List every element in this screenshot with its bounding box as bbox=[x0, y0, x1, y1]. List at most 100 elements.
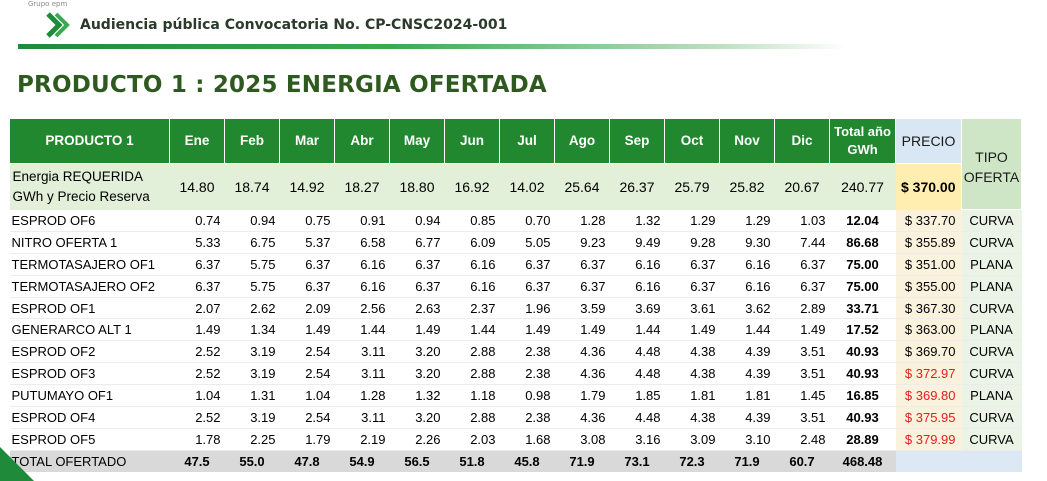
month-value-cell: 1.04 bbox=[279, 384, 335, 408]
month-value-cell: 9.49 bbox=[609, 231, 665, 254]
month-value-cell: 1.44 bbox=[609, 318, 665, 342]
month-value-cell: 1.49 bbox=[389, 318, 445, 342]
header-divider bbox=[18, 44, 848, 49]
month-value-cell: 0.98 bbox=[499, 384, 555, 408]
month-value-cell: 2.38 bbox=[499, 406, 555, 429]
month-value-cell: 1.49 bbox=[774, 318, 830, 342]
month-value-cell: 4.36 bbox=[554, 340, 610, 364]
requerida-cell: 14.02 bbox=[499, 163, 555, 210]
month-value-cell: 2.88 bbox=[444, 406, 500, 429]
total-row-cell: 56.5 bbox=[389, 449, 445, 472]
month-value-cell: 3.11 bbox=[334, 362, 390, 386]
month-value-cell: 3.20 bbox=[389, 340, 445, 364]
month-value-cell: 4.48 bbox=[609, 406, 665, 429]
month-value-cell: 3.19 bbox=[224, 340, 280, 364]
month-value-cell: 5.75 bbox=[224, 275, 280, 298]
requerida-cell: 16.92 bbox=[444, 163, 500, 210]
column-header-month: Jun bbox=[444, 118, 500, 164]
month-value-cell: 1.81 bbox=[719, 384, 775, 408]
month-value-cell: 2.38 bbox=[499, 362, 555, 386]
total-row-total: 468.48 bbox=[829, 449, 896, 472]
month-value-cell: 5.05 bbox=[499, 231, 555, 254]
table-row: PUTUMAYO OF1 1.04 1.31 1.04 1.28 1.32 1.18 0.98… bbox=[9, 384, 1022, 408]
month-value-cell: 1.68 bbox=[499, 428, 555, 451]
column-header-month: Feb bbox=[224, 118, 280, 164]
row-precio: $ 369.70 bbox=[895, 340, 962, 364]
month-value-cell: 4.39 bbox=[719, 362, 775, 386]
month-value-cell: 1.49 bbox=[664, 318, 720, 342]
month-value-cell: 3.19 bbox=[224, 362, 280, 386]
requerida-cell: 20.67 bbox=[774, 163, 830, 210]
month-value-cell: 3.11 bbox=[334, 340, 390, 364]
table-row: GENERARCO ALT 1 1.49 1.34 1.49 1.44 1.49 1.44 1… bbox=[9, 318, 1022, 342]
column-header-producto: PRODUCTO 1 bbox=[9, 118, 170, 164]
month-value-cell: 1.29 bbox=[664, 209, 720, 232]
table-row: TERMOTASAJERO OF2 6.37 5.75 6.37 6.16 6.37 6.1… bbox=[9, 275, 1022, 298]
month-value-cell: 1.49 bbox=[279, 318, 335, 342]
month-value-cell: 0.75 bbox=[279, 209, 335, 232]
month-value-cell: 6.37 bbox=[774, 253, 830, 276]
month-value-cell: 6.37 bbox=[279, 253, 335, 276]
row-precio: $ 369.80 bbox=[895, 384, 962, 408]
requerida-label-line2: GWh y Precio Reserva bbox=[12, 188, 150, 204]
month-value-cell: 5.37 bbox=[279, 231, 335, 254]
table-row: ESPROD OF4 2.52 3.19 2.54 3.11 3.20 2.88 2.38 4.… bbox=[9, 406, 1022, 429]
month-value-cell: 6.37 bbox=[169, 253, 225, 276]
row-tipo: CURVA bbox=[961, 340, 1022, 364]
requerida-total: 240.77 bbox=[829, 163, 896, 210]
month-value-cell: 1.34 bbox=[224, 318, 280, 342]
month-value-cell: 2.54 bbox=[279, 362, 335, 386]
total-header-line1: Total año bbox=[834, 123, 891, 139]
row-precio: $ 379.99 bbox=[895, 428, 962, 451]
row-total: 17.52 bbox=[829, 318, 896, 342]
month-value-cell: 2.38 bbox=[499, 340, 555, 364]
column-header-month: Mar bbox=[279, 118, 335, 164]
table-row: ESPROD OF6 0.74 0.94 0.75 0.91 0.94 0.85 0.70 1.… bbox=[9, 209, 1022, 232]
month-value-cell: 3.19 bbox=[224, 406, 280, 429]
total-row-cell: 51.8 bbox=[444, 449, 500, 472]
month-value-cell: 6.16 bbox=[334, 253, 390, 276]
month-value-cell: 1.28 bbox=[554, 209, 610, 232]
row-name: ESPROD OF4 bbox=[9, 406, 170, 429]
row-total: 16.85 bbox=[829, 384, 896, 408]
month-value-cell: 1.31 bbox=[224, 384, 280, 408]
table-row: NITRO OFERTA 1 5.33 6.75 5.37 6.58 6.77 6.09 5.… bbox=[9, 231, 1022, 254]
row-tipo: PLANA bbox=[961, 253, 1022, 276]
month-value-cell: 2.88 bbox=[444, 362, 500, 386]
row-total: 40.93 bbox=[829, 340, 896, 364]
row-precio: $ 363.00 bbox=[895, 318, 962, 342]
table-row: ESPROD OF3 2.52 3.19 2.54 3.11 3.20 2.88 2.38 4.… bbox=[9, 362, 1022, 386]
requerida-cell: 18.27 bbox=[334, 163, 390, 210]
month-value-cell: 3.51 bbox=[774, 362, 830, 386]
row-tipo: PLANA bbox=[961, 275, 1022, 298]
month-value-cell: 9.30 bbox=[719, 231, 775, 254]
row-precio: $ 375.95 bbox=[895, 406, 962, 429]
month-value-cell: 2.63 bbox=[389, 297, 445, 320]
month-value-cell: 2.07 bbox=[169, 297, 225, 320]
requerida-cell: 25.82 bbox=[719, 163, 775, 210]
row-total: 33.71 bbox=[829, 297, 896, 320]
month-value-cell: 3.20 bbox=[389, 406, 445, 429]
month-value-cell: 2.62 bbox=[224, 297, 280, 320]
column-header-precio: PRECIO bbox=[895, 118, 962, 164]
month-value-cell: 2.88 bbox=[444, 340, 500, 364]
month-value-cell: 1.49 bbox=[554, 318, 610, 342]
tipo-header-line2: OFERTA bbox=[963, 169, 1020, 185]
column-header-total: Total año GWh bbox=[829, 118, 896, 164]
row-precio: $ 367.30 bbox=[895, 297, 962, 320]
month-value-cell: 3.59 bbox=[554, 297, 610, 320]
total-row-cell: 72.3 bbox=[664, 449, 720, 472]
month-value-cell: 6.16 bbox=[609, 253, 665, 276]
column-header-month: Dic bbox=[774, 118, 830, 164]
row-precio: $ 355.00 bbox=[895, 275, 962, 298]
month-value-cell: 6.09 bbox=[444, 231, 500, 254]
requerida-cell: 14.80 bbox=[169, 163, 225, 210]
requerida-cell: 26.37 bbox=[609, 163, 665, 210]
requerida-cell: 25.64 bbox=[554, 163, 610, 210]
month-value-cell: 4.39 bbox=[719, 340, 775, 364]
month-value-cell: 2.54 bbox=[279, 340, 335, 364]
month-value-cell: 6.37 bbox=[389, 253, 445, 276]
row-precio: $ 337.70 bbox=[895, 209, 962, 232]
row-name: TERMOTASAJERO OF2 bbox=[9, 275, 170, 298]
month-value-cell: 2.52 bbox=[169, 362, 225, 386]
